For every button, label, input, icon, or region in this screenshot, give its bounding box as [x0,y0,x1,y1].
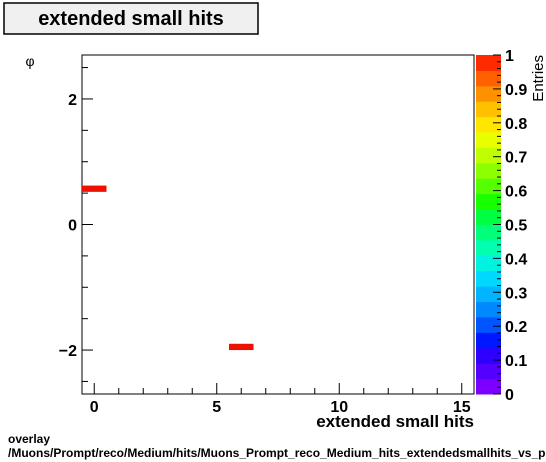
z-tick-label: 0.9 [505,82,527,99]
palette-swatch-0 [476,378,501,395]
z-tick-label: 1 [505,48,514,65]
z-tick-label: 0.5 [505,218,527,235]
z-tick-label: 0.8 [505,116,527,133]
color-scale-axis: 0 0.1 0.2 0.3 0.4 0.5 0.6 0.7 0.8 0.9 1 [493,48,527,404]
y-axis: −2 0 2 [59,67,93,382]
palette-swatch-15 [476,147,501,164]
z-tick-label: 0.3 [505,285,527,302]
palette-swatch-10 [476,224,501,241]
x-tick-label: 10 [330,399,348,416]
chart-title: extended small hits [38,8,224,30]
palette-swatch-5 [476,301,501,318]
z-tick-label: 0.7 [505,150,527,167]
palette-swatch-19 [476,85,501,102]
z-tick-label: 0.1 [505,353,527,370]
heatmap-cell-0 [82,185,107,192]
z-tick-label: 0.6 [505,184,527,201]
z-tick-label: 0.2 [505,319,527,336]
plot-frame [81,54,475,395]
x-axis: 0 5 10 15 [90,383,471,416]
heatmap-cell-1 [229,343,254,351]
y-tick-label: −2 [59,343,77,360]
palette-swatch-7 [476,270,501,287]
color-scale [476,55,501,395]
x-tick-label: 5 [212,399,221,416]
data-cells [82,185,254,351]
color-scale-label: Entries [530,55,546,102]
palette-swatch-14 [476,162,501,179]
palette-swatch-8 [476,255,501,272]
footer-line-2: /Muons/Prompt/reco/Medium/hits/Muons_Pro… [8,446,546,460]
y-axis-label: φ [25,53,34,69]
palette-swatch-20 [476,70,501,87]
palette-swatch-1 [476,363,501,380]
palette-swatch-18 [476,101,501,118]
palette-swatch-11 [476,209,501,225]
y-tick-label: 0 [68,218,77,235]
footer-line-1: overlay [8,432,50,446]
title-box: extended small hits [3,2,259,35]
x-tick-label: 0 [90,399,99,416]
x-tick-label: 15 [453,399,471,416]
palette-swatch-2 [476,347,501,364]
palette-swatch-16 [476,132,501,148]
y-tick-label: 2 [68,92,77,109]
x-axis-label: extended small hits [316,412,474,431]
palette-swatch-12 [476,193,501,210]
palette-swatch-21 [476,55,501,71]
palette-swatch-13 [476,178,501,195]
palette-swatch-17 [476,116,501,133]
z-tick-label: 0 [505,387,514,404]
z-tick-label: 0.4 [505,251,527,268]
palette-swatch-6 [476,286,501,303]
palette-swatch-3 [476,332,501,349]
palette-swatch-9 [476,239,501,256]
palette-swatch-4 [476,316,501,333]
